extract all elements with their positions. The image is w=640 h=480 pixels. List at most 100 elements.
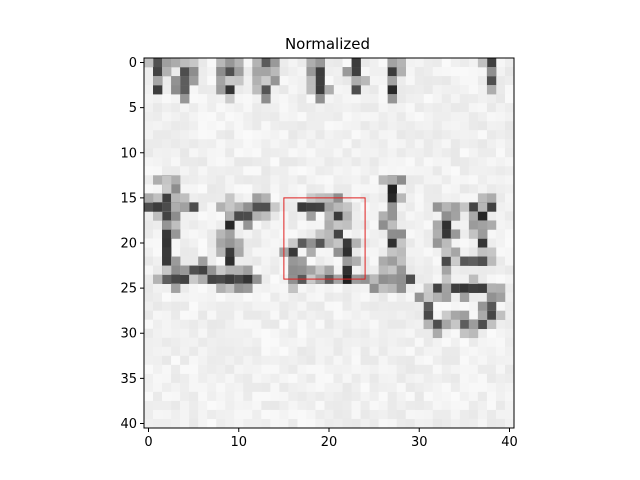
pixel-cell — [180, 166, 190, 176]
pixel-cell — [423, 67, 434, 77]
pixel-cell — [423, 157, 434, 167]
pixel-cell — [450, 292, 461, 302]
pixel-cell — [405, 328, 416, 339]
pixel-cell — [351, 301, 361, 311]
pixel-cell — [180, 346, 190, 357]
pixel-cell — [279, 301, 289, 311]
pixel-cell — [405, 238, 416, 248]
pixel-cell — [396, 112, 407, 122]
pixel-cell — [216, 112, 226, 122]
pixel-cell — [495, 364, 506, 375]
pixel-cell — [207, 67, 217, 77]
pixel-cell — [333, 418, 343, 429]
pixel-cell — [333, 121, 343, 131]
ink-halo-pixel — [234, 265, 244, 275]
pixel-cell — [369, 238, 379, 248]
pixel-cell — [504, 409, 515, 420]
ink-halo-pixel — [342, 67, 352, 77]
pixel-cell — [198, 58, 208, 68]
pixel-cell — [261, 409, 271, 420]
pixel-cell — [378, 400, 388, 411]
pixel-cell — [360, 112, 370, 122]
pixel-cell — [396, 184, 407, 194]
ink-halo-pixel — [468, 274, 479, 284]
ink-pixel — [216, 274, 226, 284]
pixel-cell — [288, 76, 298, 86]
pixel-cell — [495, 247, 506, 257]
pixel-cell — [171, 355, 181, 366]
pixel-cell — [252, 337, 262, 348]
pixel-cell — [288, 175, 298, 185]
pixel-cell — [162, 310, 172, 321]
pixel-cell — [342, 292, 352, 302]
ink-halo-pixel — [432, 328, 443, 339]
pixel-cell — [450, 67, 461, 77]
pixel-cell — [414, 220, 425, 230]
pixel-cell — [324, 319, 334, 330]
pixel-cell — [450, 337, 461, 348]
pixel-cell — [324, 346, 334, 357]
ink-halo-pixel — [171, 256, 181, 266]
pixel-cell — [450, 193, 461, 203]
pixel-cell — [162, 76, 172, 86]
pixel-cell — [297, 283, 307, 293]
pixel-cell — [432, 193, 443, 203]
pixel-cell — [333, 85, 343, 95]
pixel-cell — [234, 256, 244, 266]
pixel-cell — [342, 400, 352, 411]
pixel-cell — [486, 211, 497, 221]
pixel-cell — [405, 58, 416, 68]
pixel-cell — [351, 355, 361, 366]
pixel-cell — [396, 148, 407, 158]
ink-halo-pixel — [315, 94, 325, 104]
pixel-cell — [441, 337, 452, 348]
pixel-cell — [477, 130, 488, 140]
pixel-cell — [261, 346, 271, 357]
pixel-cell — [297, 355, 307, 366]
pixel-cell — [360, 355, 370, 366]
pixel-cell — [252, 121, 262, 131]
pixel-cell — [378, 193, 388, 203]
pixel-cell — [324, 112, 334, 122]
pixel-cell — [450, 274, 461, 284]
pixel-cell — [378, 76, 388, 86]
pixel-cell — [441, 94, 452, 104]
pixel-cell — [207, 328, 217, 339]
pixel-cell — [261, 418, 271, 429]
y-tick-label: 10 — [120, 146, 137, 161]
ink-halo-pixel — [333, 220, 343, 230]
pixel-cell — [504, 58, 515, 68]
ink-halo-pixel — [396, 175, 407, 185]
pixel-cell — [306, 409, 316, 420]
pixel-cell — [252, 157, 262, 167]
pixel-cell — [405, 85, 416, 95]
pixel-cell — [279, 139, 289, 149]
pixel-cell — [306, 157, 316, 167]
ink-halo-pixel — [306, 76, 316, 86]
pixel-cell — [405, 373, 416, 384]
ink-halo-pixel — [243, 265, 253, 275]
ink-halo-pixel — [378, 274, 388, 284]
pixel-cell — [369, 103, 379, 113]
ink-halo-pixel — [153, 211, 163, 221]
pixel-cell — [342, 319, 352, 330]
pixel-cell — [333, 265, 343, 275]
pixel-cell — [441, 85, 452, 95]
pixel-cell — [171, 139, 181, 149]
pixel-cell — [198, 337, 208, 348]
pixel-cell — [396, 391, 407, 402]
pixel-cell — [216, 103, 226, 113]
pixel-cell — [234, 418, 244, 429]
pixel-cell — [414, 274, 425, 284]
ink-halo-pixel — [171, 229, 181, 239]
pixel-cell — [198, 247, 208, 257]
pixel-cell — [369, 67, 379, 77]
pixel-cell — [351, 373, 361, 384]
pixel-cell — [216, 328, 226, 339]
pixel-cell — [144, 220, 154, 230]
pixel-cell — [495, 355, 506, 366]
pixel-cell — [396, 103, 407, 113]
pixel-cell — [261, 319, 271, 330]
pixel-cell — [351, 400, 361, 411]
pixel-cell — [144, 139, 154, 149]
